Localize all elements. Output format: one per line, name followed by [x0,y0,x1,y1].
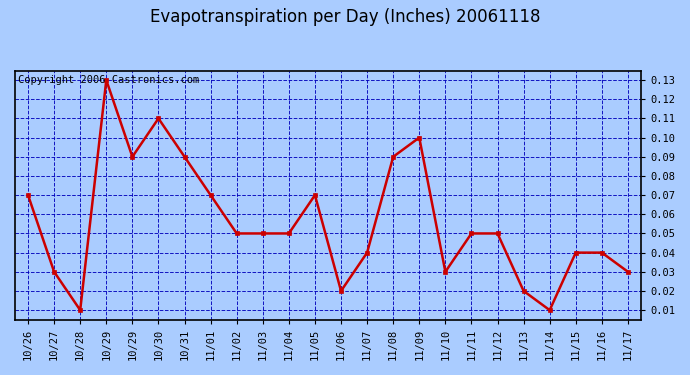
Text: Copyright 2006 Castronics.com: Copyright 2006 Castronics.com [18,75,199,86]
Text: Evapotranspiration per Day (Inches) 20061118: Evapotranspiration per Day (Inches) 2006… [150,8,540,26]
